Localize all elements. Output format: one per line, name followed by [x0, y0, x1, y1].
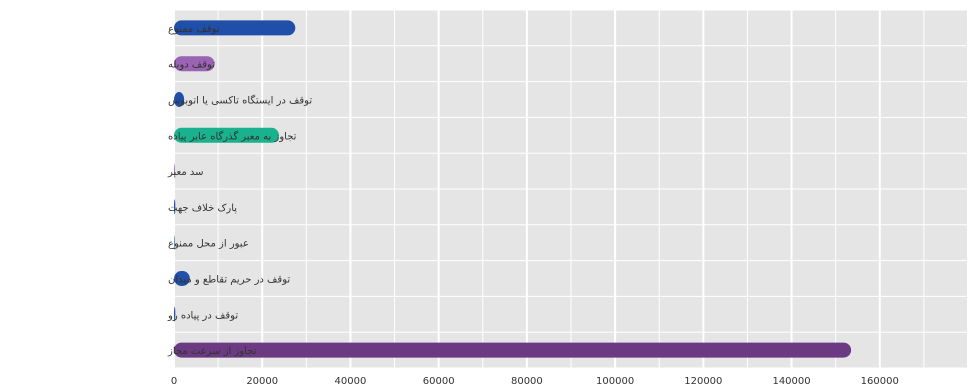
- x-axis-ticks: 0 20000 40000 60000 80000 100000 120000 140000 1…: [171, 376, 899, 387]
- category-label: عبور از محل ممنوع: [168, 239, 249, 250]
- bar: [174, 271, 190, 286]
- category-labels: توقف ممنوع توقف دوبله توقف در ایستگاه تاکس…: [167, 24, 312, 357]
- bar: [174, 163, 175, 179]
- bar: [174, 199, 176, 215]
- category-label: توقف دوبله: [168, 60, 215, 71]
- bar: [174, 235, 175, 251]
- bar: [174, 92, 185, 107]
- bar: [174, 56, 215, 72]
- x-tick-label: 160000: [861, 376, 899, 387]
- category-label: پارک خلاف جهت: [168, 203, 237, 214]
- x-tick-label: 60000: [423, 376, 455, 387]
- category-label: توقف در پیاده رو: [167, 310, 238, 321]
- x-tick-label: 0: [171, 376, 177, 387]
- bar: [174, 127, 279, 143]
- category-label: سد معبر: [167, 167, 204, 178]
- bar: [174, 20, 296, 36]
- category-label: تجاوز به معبر گذرگاه عابر پیاده: [168, 130, 297, 142]
- x-tick-label: 20000: [246, 376, 278, 387]
- x-tick-label: 120000: [684, 376, 722, 387]
- bar: [174, 306, 176, 322]
- category-label: توقف در ایستگاه تاکسی یا اتوبوس: [168, 95, 312, 107]
- category-label: توقف ممنوع: [168, 24, 220, 35]
- bars: [174, 20, 852, 358]
- gridlines: [173, 9, 969, 369]
- x-tick-label: 140000: [772, 376, 810, 387]
- bar: [174, 342, 852, 358]
- x-tick-label: 100000: [596, 376, 634, 387]
- x-tick-label: 40000: [335, 376, 367, 387]
- category-label: توقف در حریم تقاطع و میدان: [168, 275, 290, 286]
- category-label: تجاوز از سرعت مجاز: [167, 346, 257, 357]
- x-tick-label: 80000: [511, 376, 543, 387]
